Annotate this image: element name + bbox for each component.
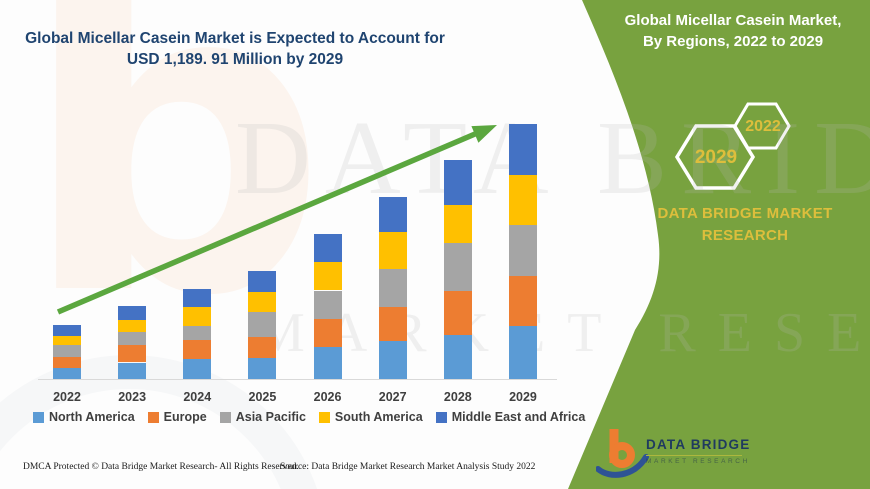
bar-segment-2028-europe	[443, 290, 472, 336]
bar-segment-2024-europe	[183, 340, 212, 359]
legend-label: South America	[334, 410, 423, 424]
legend: North America Europe Asia Pacific South Ame…	[33, 410, 585, 424]
footer-dmca-text: DMCA Protected © Data Bridge Market Rese…	[23, 462, 299, 472]
chart-title-line1: Global Micellar Casein Market is Expecte…	[25, 30, 445, 47]
legend-swatch-icon	[435, 411, 447, 423]
bar-segment-2025-north-america	[248, 358, 277, 379]
dbmr-logo-subtitle: MARKET RESEARCH	[646, 458, 750, 465]
chart-title: Global Micellar Casein Market is Expecte…	[25, 28, 445, 70]
x-axis-line	[38, 379, 557, 380]
watermark-text-line2: MARKET RESEARCH	[255, 302, 870, 364]
x-axis-label-2023: 2023	[118, 390, 147, 404]
panel-title-line2: By Regions, 2022 to 2029	[642, 33, 824, 50]
bar-segment-2027-europe	[378, 306, 407, 342]
x-axis-label-2025: 2025	[248, 390, 277, 404]
legend-item-asia-pacific: Asia Pacific	[219, 410, 306, 424]
x-axis-label-2024: 2024	[183, 390, 212, 404]
footer-source-text: Source: Data Bridge Market Research Mark…	[280, 462, 536, 472]
dbmr-logo-name: DATA BRIDGE	[646, 437, 751, 452]
bar-segment-2027-south-america	[378, 232, 407, 269]
dbmr-logo-rule	[646, 455, 742, 456]
legend-swatch-icon	[318, 411, 330, 423]
bar-segment-2028-asia-pacific	[443, 242, 472, 291]
bar-segment-2025-asia-pacific	[248, 312, 277, 337]
bar-segment-2026-north-america	[313, 347, 342, 379]
bar-segment-2022-middle-east-and-africa	[53, 324, 81, 337]
hexagon-2022-icon	[733, 102, 791, 150]
legend-label: Middle East and Africa	[451, 410, 586, 424]
bar-segment-2026-europe	[313, 318, 342, 348]
bar-segment-2024-south-america	[183, 307, 212, 326]
legend-label: Europe	[163, 410, 207, 424]
bar-segment-2029-asia-pacific	[508, 224, 537, 277]
bar-segment-2029-north-america	[508, 325, 537, 379]
legend-item-middle-east-and-africa: Middle East and Africa	[435, 410, 586, 424]
legend-item-north-america: North America	[33, 410, 135, 424]
bar-segment-2028-south-america	[443, 205, 472, 243]
bar-segment-2023-asia-pacific	[118, 332, 147, 346]
bar-segment-2028-north-america	[443, 335, 472, 379]
legend-item-europe: Europe	[147, 410, 207, 424]
brand-wordmark: DATA BRIDGE MARKET RESEARCH	[657, 205, 833, 244]
legend-label: North America	[49, 410, 135, 424]
hexagon-2022-label: 2022	[745, 118, 781, 135]
bar-segment-2023-europe	[118, 345, 147, 363]
bar-segment-2022-europe	[53, 357, 81, 369]
dbmr-logo: DATA BRIDGE MARKET RESEARCH	[596, 425, 816, 483]
x-axis-label-2027: 2027	[378, 390, 407, 404]
x-axis-label-2028: 2028	[443, 390, 472, 404]
hexagon-2029-icon	[674, 124, 756, 190]
bar-segment-2026-middle-east-and-africa	[313, 233, 342, 263]
bar-segment-2024-asia-pacific	[183, 325, 212, 340]
bar-segment-2025-middle-east-and-africa	[248, 270, 277, 293]
bar-segment-2022-asia-pacific	[53, 345, 81, 358]
bar-segment-2027-north-america	[378, 341, 407, 379]
bar-segment-2023-south-america	[118, 319, 147, 333]
bar-segment-2023-middle-east-and-africa	[118, 305, 147, 320]
panel-title: Global Micellar Casein Market, By Region…	[598, 10, 868, 52]
legend-label: Asia Pacific	[235, 410, 306, 424]
x-axis-label-2029: 2029	[509, 390, 537, 404]
chart-title-line2: USD 1,189. 91 Million by 2029	[126, 51, 344, 68]
green-panel-path	[568, 0, 870, 489]
legend-item-south-america: South America	[318, 410, 423, 424]
bar-segment-2024-middle-east-and-africa	[183, 289, 212, 307]
bar-segment-2023-north-america	[118, 362, 147, 379]
legend-swatch-icon	[219, 411, 231, 423]
x-axis-label-2022: 2022	[53, 390, 81, 404]
legend-swatch-icon	[147, 411, 159, 423]
bar-segment-2024-north-america	[183, 358, 212, 379]
bar-segment-2026-south-america	[313, 262, 342, 291]
x-axis-label-2026: 2026	[313, 390, 342, 404]
bar-segment-2029-south-america	[508, 175, 537, 225]
bar-segment-2025-europe	[248, 336, 277, 359]
bar-segment-2029-middle-east-and-africa	[508, 124, 537, 176]
bar-segment-2022-north-america	[53, 368, 81, 379]
bar-segment-2022-south-america	[53, 336, 81, 346]
hexagon-2029-label: 2029	[694, 147, 738, 168]
legend-swatch-icon	[33, 411, 44, 423]
bar-segment-2026-asia-pacific	[313, 290, 342, 319]
dbmr-logo-icon	[596, 429, 649, 478]
bar-segment-2025-south-america	[248, 292, 277, 313]
bar-segment-2028-middle-east-and-africa	[443, 160, 472, 206]
bar-segment-2029-europe	[508, 276, 537, 326]
panel-title-line1: Global Micellar Casein Market,	[624, 12, 842, 29]
bar-segment-2027-middle-east-and-africa	[378, 197, 407, 233]
bar-segment-2027-asia-pacific	[378, 268, 407, 307]
